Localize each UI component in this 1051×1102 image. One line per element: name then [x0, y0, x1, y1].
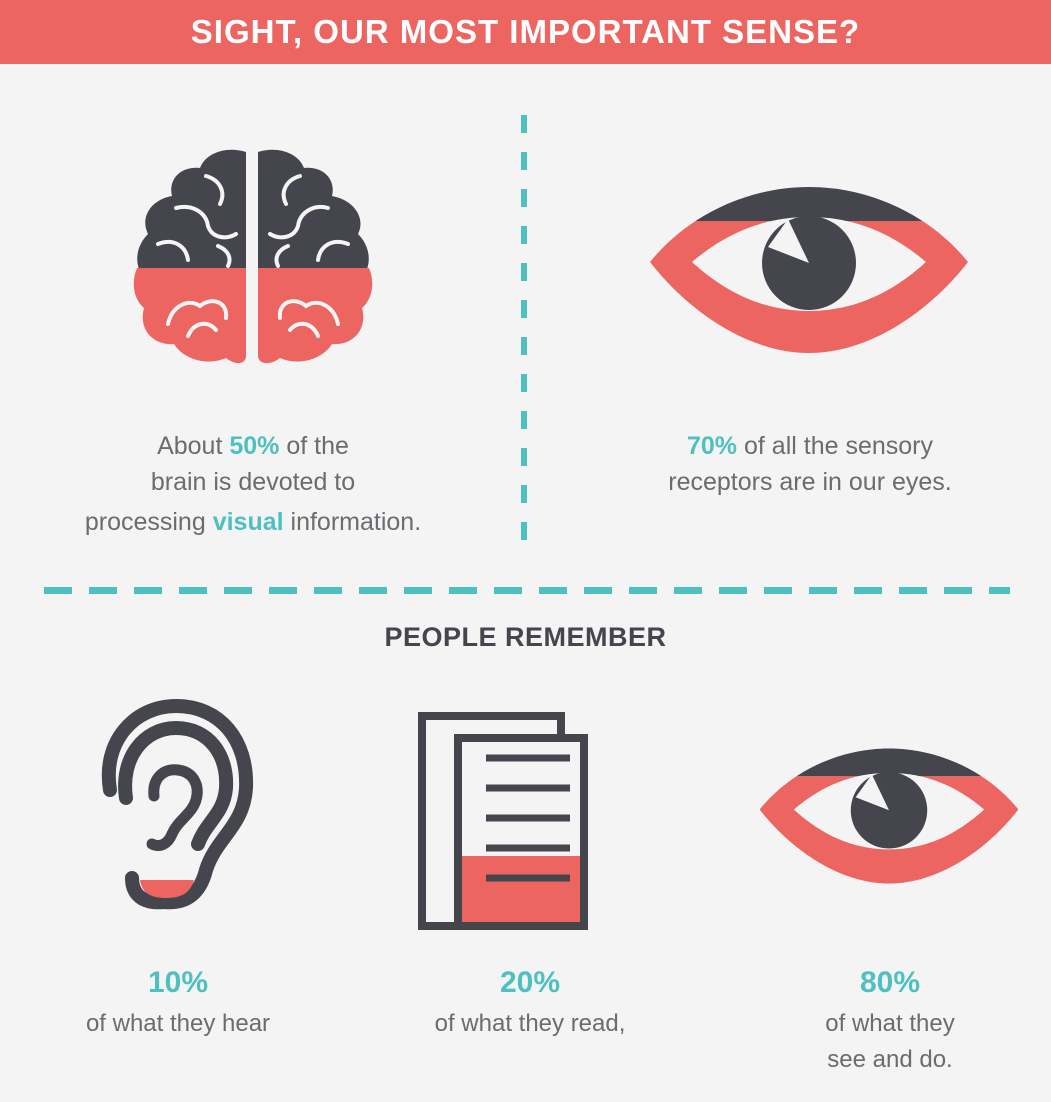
brain-caption-line3: processing visual information.	[84, 508, 422, 536]
header-banner: SIGHT, OUR MOST IMPORTANT SENSE?	[0, 0, 1051, 64]
read-label: of what they read,	[434, 1010, 626, 1037]
hear-label: of what they hear	[85, 1010, 271, 1037]
page-title: SIGHT, OUR MOST IMPORTANT SENSE?	[190, 13, 861, 50]
ear-icon	[101, 698, 254, 910]
brain-caption-line2: brain is devoted to	[150, 468, 356, 496]
brain-percent: 50%	[229, 432, 280, 460]
brain-caption: About 50% of the brain is devoted to pro…	[40, 428, 466, 540]
brain-icon	[133, 149, 373, 363]
small-eye-icon	[759, 748, 1019, 884]
see-percent: 80%	[859, 966, 921, 999]
document-icon	[418, 712, 588, 930]
eye-percent: 70%	[687, 432, 738, 460]
eye-icon	[650, 187, 968, 353]
eye-caption-line1: 70% of all the sensory	[687, 432, 933, 460]
read-percent: 20%	[499, 966, 561, 999]
hear-percent: 10%	[147, 966, 209, 999]
see-label-line1: of what they	[825, 1010, 955, 1037]
brain-caption-line1: About 50% of the	[157, 432, 349, 460]
visual-highlight: visual	[212, 508, 284, 536]
vertical-divider	[521, 115, 527, 550]
eye-caption-line2: receptors are in our eyes.	[668, 468, 952, 496]
see-label-line2: see and do.	[827, 1046, 953, 1073]
eye-caption: 70% of all the sensory receptors are in …	[620, 428, 1000, 500]
horizontal-divider	[44, 587, 1010, 594]
section-title: PEOPLE REMEMBER	[384, 622, 667, 652]
